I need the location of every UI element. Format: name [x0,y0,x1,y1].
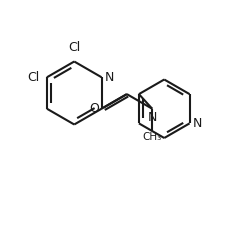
Text: CH₃: CH₃ [143,132,162,142]
Text: Cl: Cl [68,41,80,54]
Text: O: O [89,102,99,115]
Text: N: N [148,111,157,124]
Text: N: N [104,71,114,84]
Text: Cl: Cl [27,71,39,84]
Text: N: N [193,117,202,130]
